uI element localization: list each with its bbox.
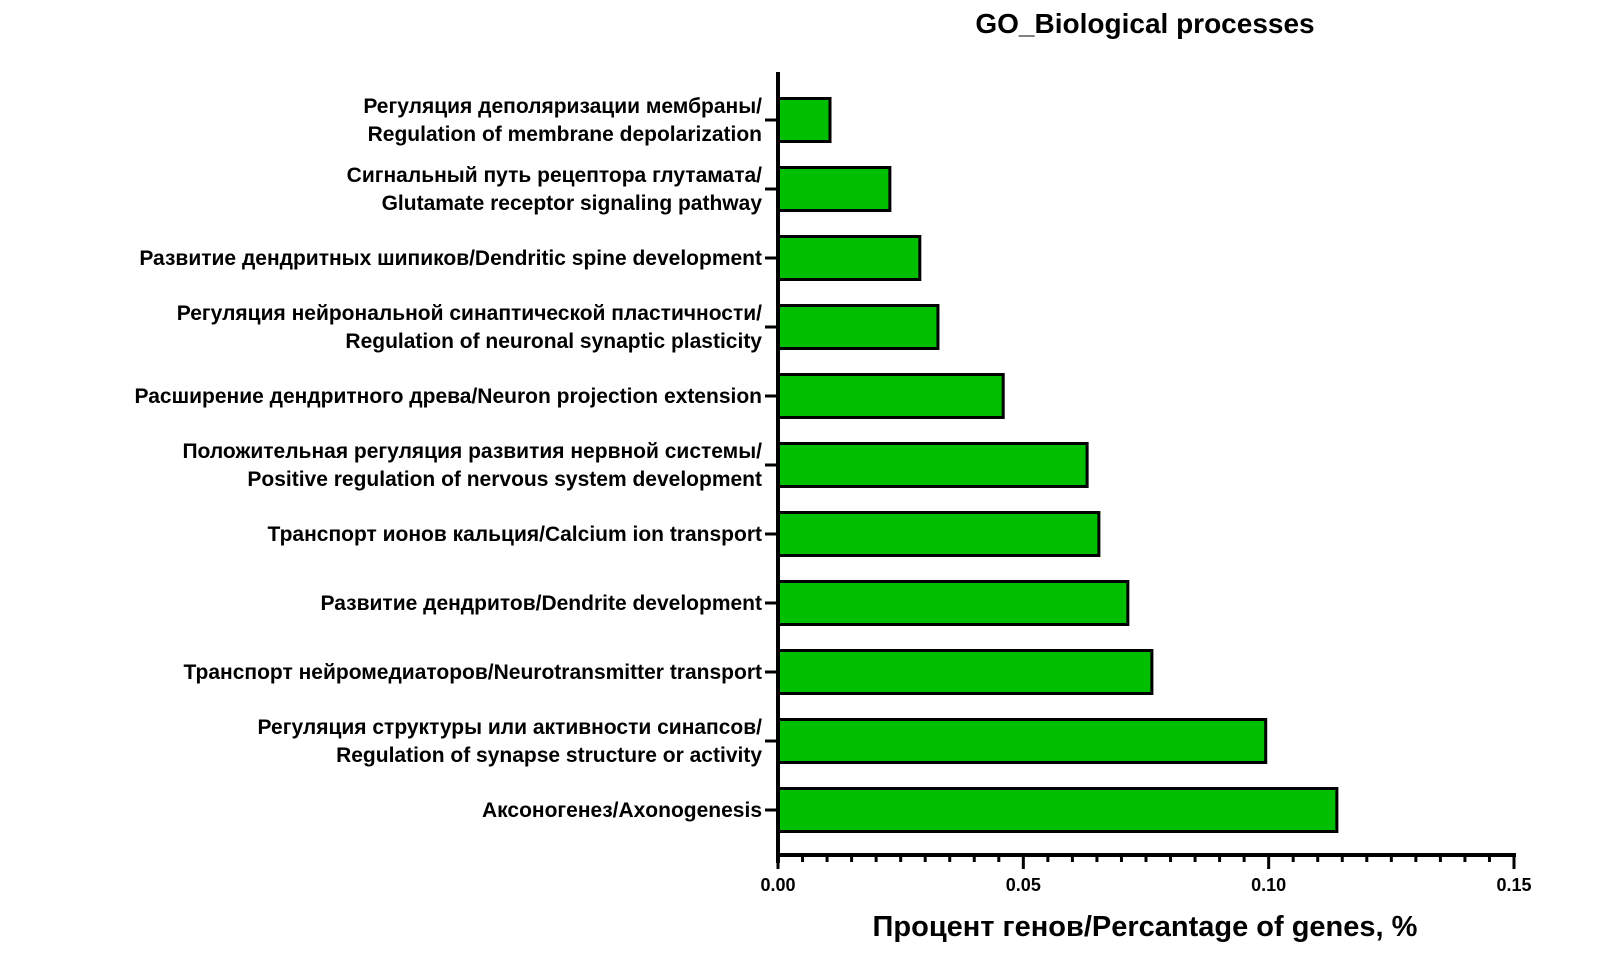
y-tick-label: Регуляция деполяризации мембраны/ bbox=[363, 95, 762, 118]
y-tick-label: Positive regulation of nervous system de… bbox=[247, 468, 762, 491]
y-tick-label: Транспорт нейромедиаторов/Neurotransmitt… bbox=[184, 661, 762, 684]
y-tick-label: Glutamate receptor signaling pathway bbox=[382, 192, 763, 215]
y-tick-label: Аксоногенез/Axonogenesis bbox=[482, 799, 762, 822]
y-tick-label: Транспорт ионов кальция/Calcium ion tran… bbox=[268, 523, 762, 546]
x-axis-label: Процент генов/Percantage of genes, % bbox=[873, 911, 1418, 943]
y-tick-label: Сигнальный путь рецептора глутамата/ bbox=[347, 164, 762, 187]
x-tick-label: 0.05 bbox=[1006, 875, 1041, 895]
bar bbox=[776, 304, 940, 350]
bar bbox=[776, 97, 832, 143]
x-tick-label: 0.15 bbox=[1496, 875, 1531, 895]
chart-title: GO_Biological processes bbox=[975, 8, 1314, 39]
bar bbox=[776, 787, 1339, 833]
bar bbox=[776, 442, 1089, 488]
y-tick-label: Regulation of synapse structure or activ… bbox=[336, 744, 762, 767]
y-tick-label: Регуляция структуры или активности синап… bbox=[258, 716, 763, 739]
bar bbox=[776, 166, 892, 212]
x-tick-label: 0.10 bbox=[1251, 875, 1286, 895]
bar bbox=[776, 580, 1130, 626]
x-tick-label: 0.00 bbox=[760, 875, 795, 895]
y-tick-label: Регуляция нейрональной синаптической пла… bbox=[177, 302, 762, 325]
y-tick-label: Regulation of membrane depolarization bbox=[368, 123, 762, 146]
bar bbox=[776, 649, 1154, 695]
y-tick-label: Развитие дендритов/Dendrite development bbox=[320, 592, 762, 615]
y-tick-label: Развитие дендритных шипиков/Dendritic sp… bbox=[139, 247, 762, 270]
bar bbox=[776, 373, 1005, 419]
bar bbox=[776, 235, 922, 281]
y-tick-label: Regulation of neuronal synaptic plastici… bbox=[345, 330, 762, 353]
y-tick-label: Положительная регуляция развития нервной… bbox=[182, 440, 762, 463]
y-tick-label: Расширение дендритного древа/Neuron proj… bbox=[135, 385, 763, 408]
bar bbox=[776, 718, 1268, 764]
bar bbox=[776, 511, 1101, 557]
